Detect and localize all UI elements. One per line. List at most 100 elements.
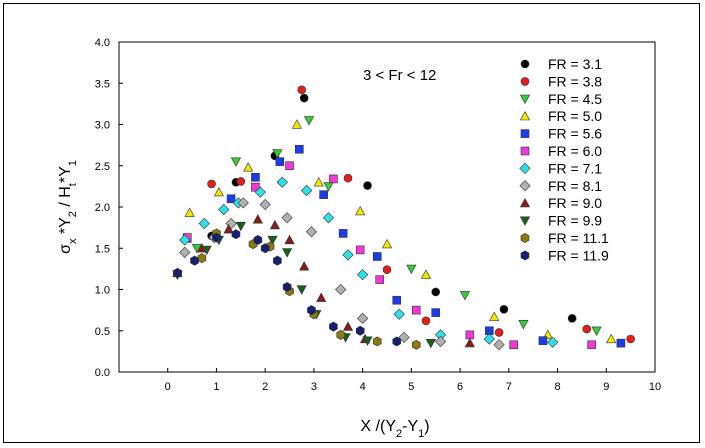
data-point [342,321,354,331]
data-point [237,197,249,209]
data-point [591,326,602,336]
data-point [276,176,288,188]
x-tick-label: 2 [262,381,268,393]
legend-label: FR = 7.1 [548,160,602,176]
data-point [223,224,234,234]
data-point [322,212,335,224]
y-tick-label: 1.5 [95,243,110,255]
data-point [355,245,365,255]
data-point [272,149,283,159]
legend-label: FR = 8.1 [548,178,602,194]
data-point [342,249,354,261]
series-3 [172,116,602,336]
legend-marker [520,129,530,138]
data-point [372,252,382,261]
y-tick-label: 2.0 [95,202,110,214]
data-point [259,198,271,211]
data-point [431,287,441,297]
y-tick-label: 0.0 [95,367,110,379]
legend-label: FR = 9.9 [548,213,602,229]
x-tick-label: 3 [311,381,317,393]
data-point [198,217,210,230]
data-point [252,214,263,224]
legend: FR = 3.1FR = 3.8 FR = 4.5FR = 5.0 FR = 5.6… [519,56,609,263]
data-point [362,336,373,346]
data-point [425,339,436,349]
data-point [307,305,316,316]
y-tick-label: 3.0 [95,120,110,132]
data-point [420,269,432,279]
data-point [493,339,505,351]
data-point [179,234,191,246]
data-point [393,308,405,320]
data-point [179,246,191,258]
data-point [406,264,417,275]
legend-marker [520,233,530,243]
data-point [357,312,369,324]
data-point [459,291,471,301]
x-axis-title: X /(Y2-Y1) [360,418,429,440]
legend-label: FR = 11.1 [548,230,609,246]
data-point [587,340,596,350]
data-point [300,184,313,197]
data-point [518,320,529,330]
x-tick-label: 7 [506,381,512,393]
data-point [243,162,254,172]
data-point [464,337,475,348]
x-tick-label: 6 [457,381,463,393]
data-point [392,336,402,347]
data-point [509,340,518,350]
data-point [494,328,504,337]
data-point [431,308,441,317]
data-point [275,157,285,166]
legend-marker [520,59,530,69]
data-point [260,243,270,254]
legend-label: FR = 11.9 [548,247,609,263]
data-point [372,336,382,347]
data-point [197,253,207,264]
data-point [253,235,263,245]
x-tick-label: 5 [408,381,414,393]
data-point [305,226,318,238]
data-point [190,255,199,266]
figure-frame [3,3,700,443]
data-point [538,336,548,345]
legend-label: FR = 6.0 [548,143,602,159]
data-point [465,330,475,340]
data-point [319,190,328,199]
chart-annotation: 3 < Fr < 12 [363,67,436,84]
x-tick-label: 4 [360,381,366,393]
data-point [606,333,617,344]
data-point [282,282,292,292]
data-point [336,329,345,340]
data-point [329,174,338,184]
data-point [173,268,182,278]
data-point [434,335,447,348]
legend-marker [519,197,531,208]
data-point [323,182,334,192]
data-point [392,295,402,305]
data-point [282,248,293,258]
legend-label: FR = 4.5 [548,91,602,107]
legend-label: FR = 5.6 [548,126,602,142]
data-point [226,194,236,204]
data-point [411,339,421,350]
data-point [267,235,278,246]
data-point [230,157,242,167]
data-point [296,285,307,295]
data-point [299,261,310,271]
data-point [218,203,230,216]
data-point [582,324,592,334]
data-point [251,173,260,182]
data-point [201,245,212,256]
y-tick-label: 2.5 [95,161,110,173]
legend-marker [519,94,531,105]
data-point [375,275,384,284]
data-point [213,186,224,197]
legend-label: FR = 3.1 [548,56,602,72]
data-point [382,265,392,275]
data-point [231,229,241,240]
data-point [316,292,327,302]
data-point [251,182,260,192]
legend-marker [520,77,530,86]
